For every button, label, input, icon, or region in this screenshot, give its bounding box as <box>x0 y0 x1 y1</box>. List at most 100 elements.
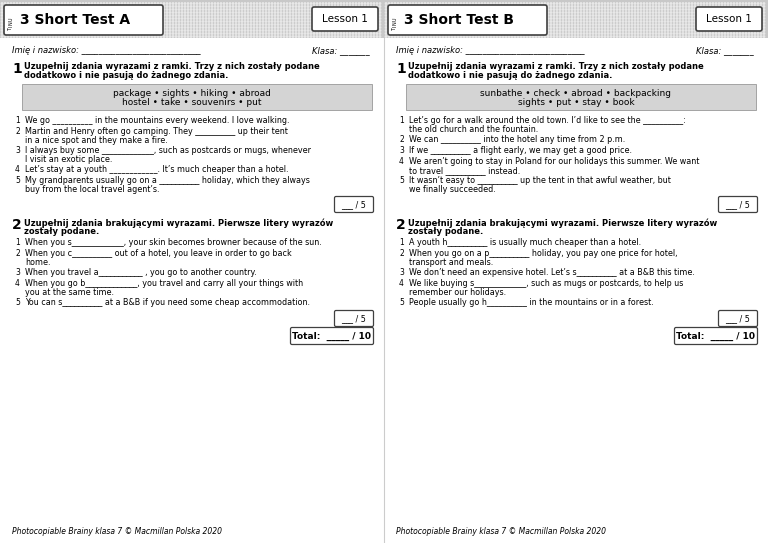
Circle shape <box>757 33 759 34</box>
Circle shape <box>151 21 153 22</box>
Circle shape <box>538 33 540 34</box>
Circle shape <box>424 9 425 10</box>
Circle shape <box>634 33 636 34</box>
Circle shape <box>634 18 636 19</box>
Text: My grandparents usually go on a __________ holiday, which they always: My grandparents usually go on a ________… <box>25 176 310 185</box>
Circle shape <box>571 6 573 7</box>
Circle shape <box>268 3 270 4</box>
Circle shape <box>545 3 546 4</box>
Circle shape <box>214 21 216 22</box>
Circle shape <box>658 30 660 31</box>
Circle shape <box>763 24 765 25</box>
Circle shape <box>175 15 177 16</box>
Circle shape <box>670 6 672 7</box>
Circle shape <box>631 12 633 13</box>
Circle shape <box>238 12 240 13</box>
Circle shape <box>10 30 12 31</box>
Circle shape <box>139 27 141 28</box>
Circle shape <box>466 6 468 7</box>
Circle shape <box>331 27 333 28</box>
Circle shape <box>721 33 723 34</box>
Circle shape <box>571 3 573 4</box>
Circle shape <box>607 24 609 25</box>
Circle shape <box>763 27 765 28</box>
Circle shape <box>187 21 189 22</box>
Circle shape <box>319 30 321 31</box>
Circle shape <box>2 33 3 34</box>
Circle shape <box>376 36 378 37</box>
Circle shape <box>65 6 66 7</box>
Circle shape <box>490 6 492 7</box>
Circle shape <box>235 18 237 19</box>
Circle shape <box>85 12 87 13</box>
Circle shape <box>482 9 483 10</box>
Circle shape <box>751 24 753 25</box>
Circle shape <box>257 27 258 28</box>
Circle shape <box>674 33 675 34</box>
Text: 4: 4 <box>399 279 404 288</box>
Circle shape <box>175 18 177 19</box>
Circle shape <box>340 21 342 22</box>
Circle shape <box>578 33 579 34</box>
Circle shape <box>592 36 594 37</box>
Circle shape <box>253 6 255 7</box>
Circle shape <box>445 6 447 7</box>
Circle shape <box>106 24 108 25</box>
Circle shape <box>616 21 617 22</box>
Circle shape <box>268 30 270 31</box>
Circle shape <box>61 9 63 10</box>
Circle shape <box>217 15 219 16</box>
Text: When you travel a___________ , you go to another country.: When you travel a___________ , you go to… <box>25 268 257 277</box>
Circle shape <box>98 21 99 22</box>
Circle shape <box>19 9 21 10</box>
Circle shape <box>697 12 699 13</box>
Circle shape <box>748 12 750 13</box>
Circle shape <box>545 21 546 22</box>
Circle shape <box>478 6 480 7</box>
Circle shape <box>65 36 66 37</box>
Circle shape <box>397 21 399 22</box>
Circle shape <box>619 21 621 22</box>
Circle shape <box>478 30 480 31</box>
Circle shape <box>586 15 588 16</box>
Circle shape <box>346 12 348 13</box>
Circle shape <box>277 9 279 10</box>
Circle shape <box>664 30 666 31</box>
Circle shape <box>607 9 609 10</box>
Circle shape <box>499 15 501 16</box>
Circle shape <box>538 15 540 16</box>
Circle shape <box>280 30 282 31</box>
Circle shape <box>112 33 114 34</box>
Circle shape <box>535 33 537 34</box>
Circle shape <box>46 15 48 16</box>
Circle shape <box>376 21 378 22</box>
Circle shape <box>328 27 329 28</box>
Circle shape <box>754 30 756 31</box>
Circle shape <box>430 24 432 25</box>
Circle shape <box>205 9 207 10</box>
Circle shape <box>535 6 537 7</box>
Circle shape <box>412 36 414 37</box>
Circle shape <box>445 33 447 34</box>
Circle shape <box>625 27 627 28</box>
Circle shape <box>61 12 63 13</box>
Circle shape <box>460 9 462 10</box>
Circle shape <box>586 9 588 10</box>
Circle shape <box>502 15 504 16</box>
Circle shape <box>541 24 543 25</box>
Circle shape <box>523 24 525 25</box>
Circle shape <box>499 21 501 22</box>
Circle shape <box>466 36 468 37</box>
Circle shape <box>545 15 546 16</box>
Circle shape <box>628 30 630 31</box>
Circle shape <box>94 6 96 7</box>
Circle shape <box>682 21 684 22</box>
Circle shape <box>178 9 180 10</box>
Circle shape <box>361 27 362 28</box>
Circle shape <box>364 9 366 10</box>
Circle shape <box>586 24 588 25</box>
Circle shape <box>529 30 531 31</box>
Circle shape <box>40 30 41 31</box>
Circle shape <box>271 6 273 7</box>
Circle shape <box>652 33 654 34</box>
